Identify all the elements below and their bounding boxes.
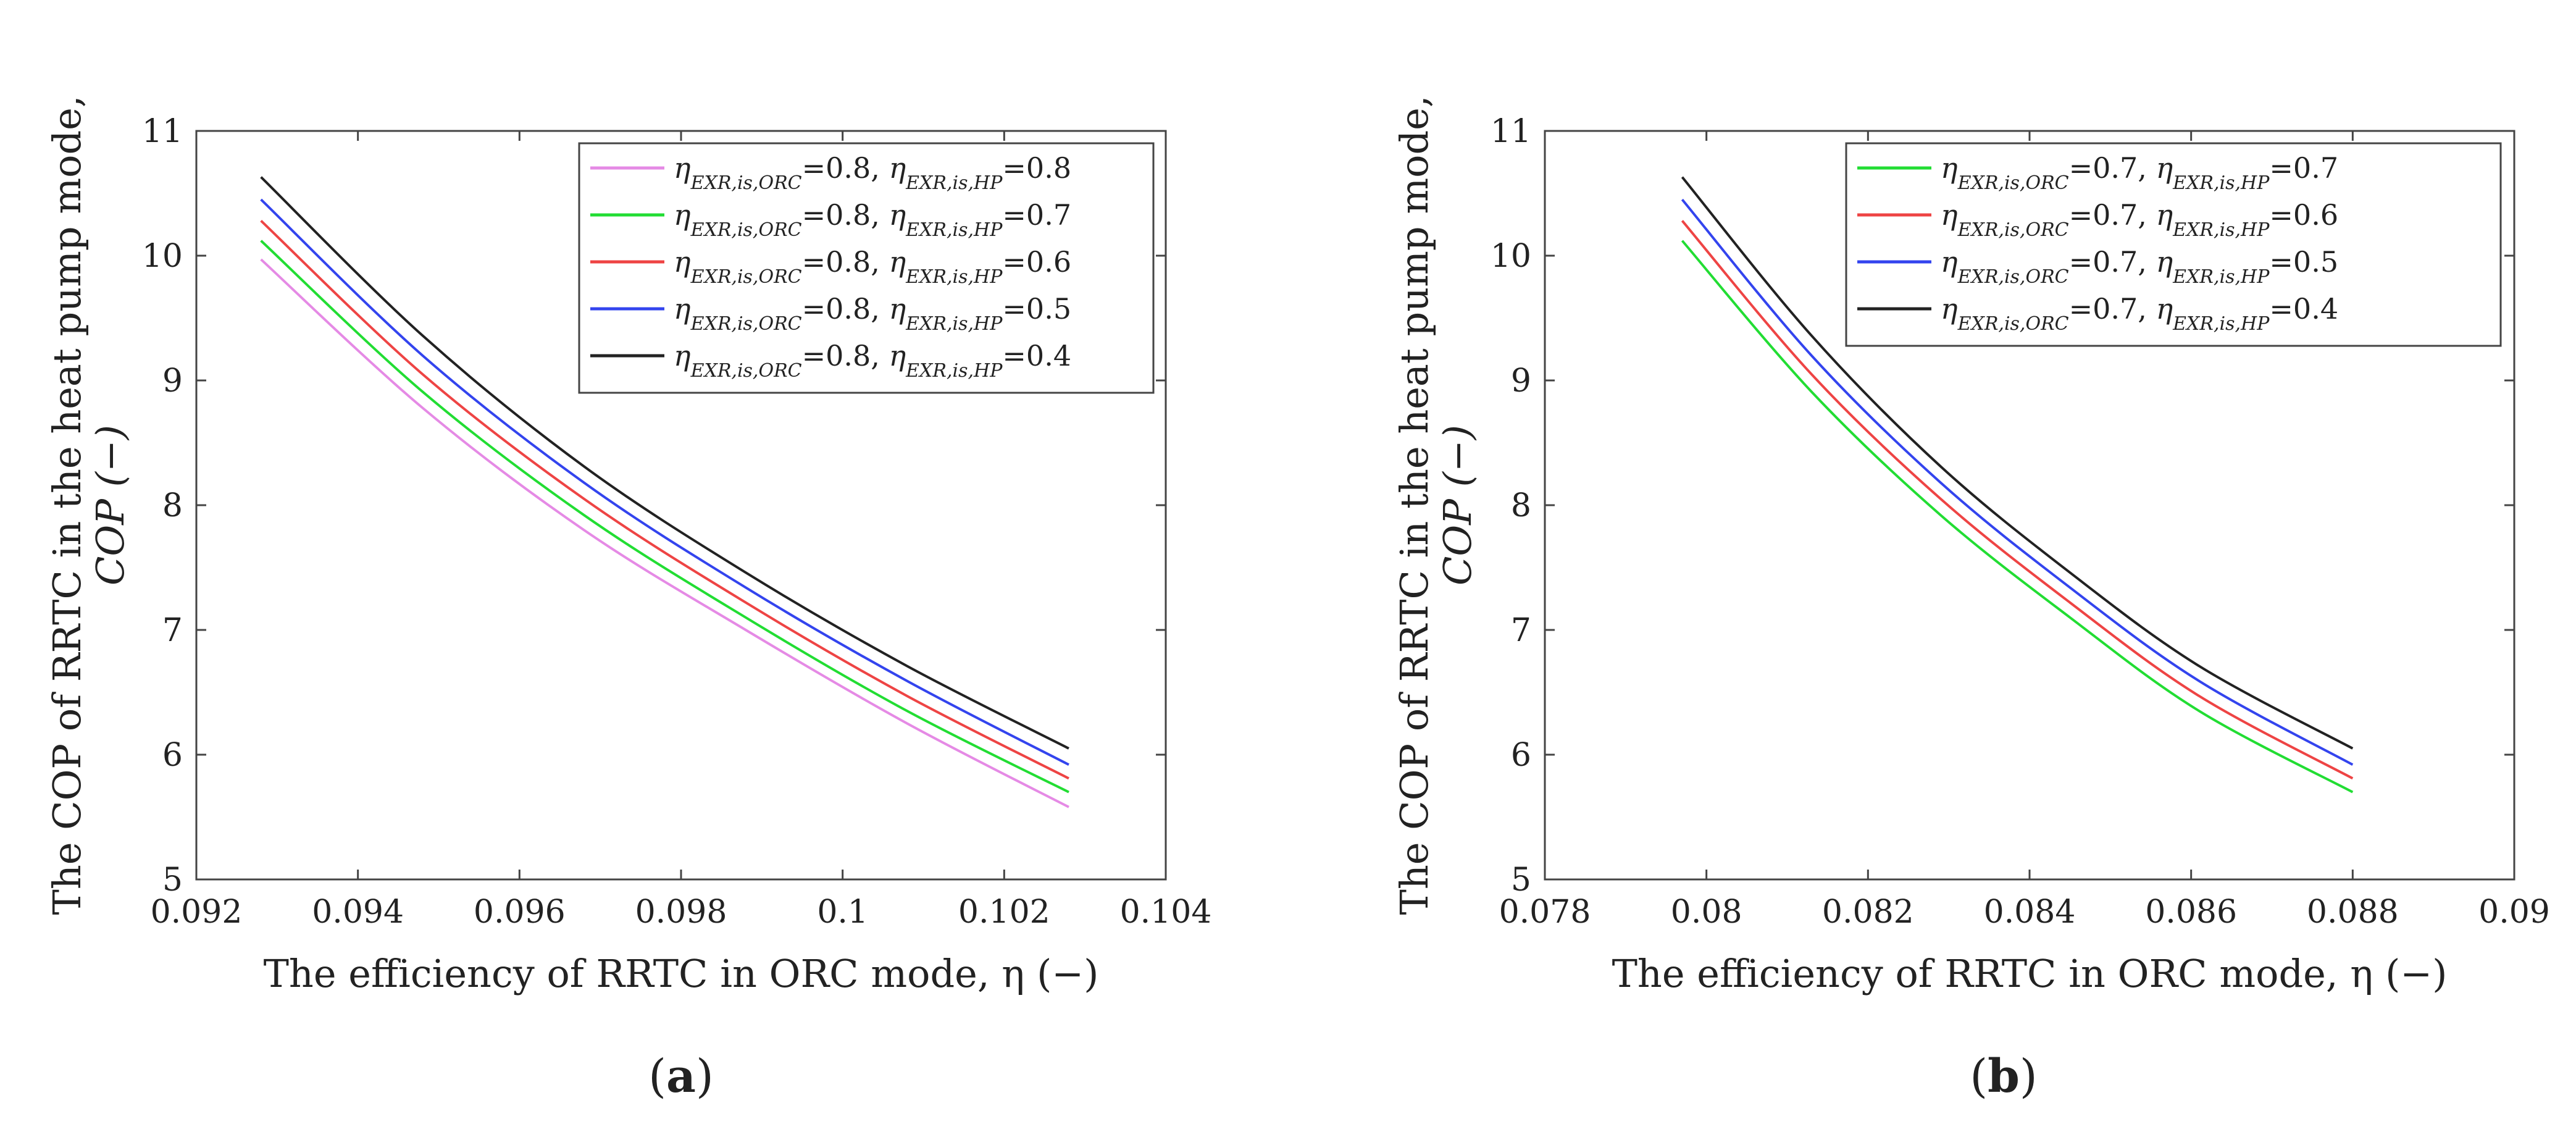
legend-label: ηEXR,is,ORC=0.7, ηEXR,is,HP=0.5 — [1941, 245, 2338, 288]
x-tick-label: 0.084 — [1984, 894, 2076, 931]
panel-label: (a) — [648, 1050, 714, 1103]
x-tick-label: 0.1 — [817, 894, 868, 931]
series-line — [260, 198, 1069, 766]
panel-label: (b) — [1970, 1050, 2038, 1103]
y-axis-label-line1: The COP of RRTC in the heat pump mode, — [1392, 95, 1437, 915]
x-tick-label: 0.098 — [635, 894, 727, 931]
legend-label: ηEXR,is,ORC=0.7, ηEXR,is,HP=0.4 — [1941, 292, 2338, 335]
legend-label: ηEXR,is,ORC=0.7, ηEXR,is,HP=0.6 — [1941, 198, 2338, 241]
series-line — [1681, 176, 2354, 750]
x-tick-label: 0.088 — [2307, 894, 2399, 931]
y-tick-label: 11 — [1491, 113, 1531, 150]
legend-label: ηEXR,is,ORC=0.8, ηEXR,is,HP=0.5 — [674, 292, 1071, 335]
panel-b: 0.078 0.08 0.082 0.084 0.086 0.088 0.09 5 6 7 8 9 10… — [1392, 95, 2550, 1103]
x-tick-label: 0.096 — [474, 894, 566, 931]
series-line — [260, 240, 1069, 794]
panel-a: 0.092 0.094 0.096 0.098 0.1 0.102 0.104 5 6 7 8 9 10… — [44, 95, 1211, 1103]
y-axis-label-line2: COP (−) — [1435, 425, 1480, 585]
y-tick-label: 9 — [162, 363, 183, 400]
legend-box — [578, 142, 1155, 394]
legend-label: ηEXR,is,ORC=0.7, ηEXR,is,HP=0.7 — [1941, 151, 2338, 194]
y-tick-label: 11 — [142, 113, 183, 150]
series-lines — [260, 176, 1069, 808]
legend-label: ηEXR,is,ORC=0.8, ηEXR,is,HP=0.7 — [674, 198, 1071, 241]
x-axis-label: The efficiency of RRTC in ORC mode, η (−… — [1612, 951, 2448, 996]
legend: ηEXR,is,ORC=0.7, ηEXR,is,HP=0.7ηEXR,is,O… — [1845, 142, 2502, 347]
series-line — [1681, 240, 2354, 794]
y-axis-label-line2: COP (−) — [88, 425, 133, 585]
legend-box — [1845, 142, 2502, 347]
y-tick-label: 6 — [1511, 737, 1531, 774]
series-line — [1681, 198, 2354, 766]
y-tick-label: 10 — [1491, 238, 1531, 275]
legend: ηEXR,is,ORC=0.8, ηEXR,is,HP=0.8ηEXR,is,O… — [578, 142, 1155, 394]
series-line — [260, 176, 1069, 750]
y-tick-label: 5 — [162, 862, 183, 899]
x-tick-label: 0.078 — [1499, 894, 1591, 931]
x-tick-label: 0.08 — [1671, 894, 1742, 931]
y-tick-label: 6 — [162, 737, 183, 774]
x-tick-label: 0.104 — [1120, 894, 1212, 931]
legend-label: ηEXR,is,ORC=0.8, ηEXR,is,HP=0.8 — [674, 151, 1071, 194]
y-tick-label: 7 — [1511, 612, 1531, 649]
series-line — [260, 258, 1069, 808]
x-tick-label: 0.09 — [2478, 894, 2550, 931]
axis-ticks: 0.078 0.08 0.082 0.084 0.086 0.088 0.09 5 6 7 8 9 10… — [1491, 113, 2550, 931]
y-tick-label: 7 — [162, 612, 183, 649]
y-tick-label: 5 — [1511, 862, 1531, 899]
axis-ticks: 0.092 0.094 0.096 0.098 0.1 0.102 0.104 5 6 7 8 9 10… — [142, 113, 1212, 931]
series-lines — [1681, 176, 2354, 794]
x-axis-label: The efficiency of RRTC in ORC mode, η (−… — [264, 951, 1099, 996]
y-axis-label-line1: The COP of RRTC in the heat pump mode, — [44, 95, 90, 915]
y-tick-label: 9 — [1511, 363, 1531, 400]
x-tick-label: 0.102 — [958, 894, 1050, 931]
series-line — [260, 219, 1069, 780]
series-line — [1681, 220, 2354, 780]
y-tick-label: 10 — [142, 238, 183, 275]
y-tick-label: 8 — [1511, 487, 1531, 524]
x-tick-label: 0.094 — [312, 894, 404, 931]
y-tick-label: 8 — [162, 487, 183, 524]
legend-label: ηEXR,is,ORC=0.8, ηEXR,is,HP=0.6 — [674, 245, 1071, 288]
x-tick-label: 0.086 — [2145, 894, 2237, 931]
x-tick-label: 0.092 — [151, 894, 243, 931]
legend-label: ηEXR,is,ORC=0.8, ηEXR,is,HP=0.4 — [674, 339, 1071, 382]
x-tick-label: 0.082 — [1822, 894, 1914, 931]
